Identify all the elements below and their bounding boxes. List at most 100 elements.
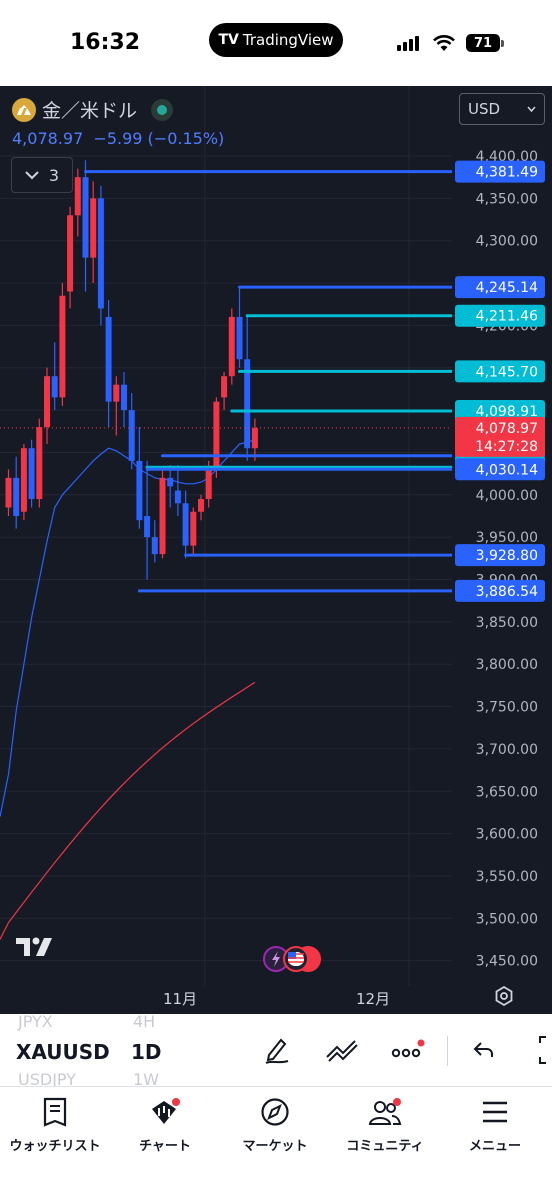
chevron-down-icon <box>527 106 536 112</box>
current-price-label: 4,078.97 <box>476 421 538 437</box>
last-price: 4,078.97 <box>12 129 84 148</box>
candle <box>182 503 189 546</box>
level-price-tag <box>455 579 545 602</box>
battery-tip <box>501 40 504 47</box>
candle <box>144 515 151 538</box>
more-dots-icon <box>391 1039 425 1058</box>
symbol-header[interactable]: 金／米ドル <box>12 96 174 123</box>
level-price-tag-label: 4,211.46 <box>476 309 538 325</box>
y-axis-tick: 3,750.00 <box>476 700 538 716</box>
y-axis-tick: 3,950.00 <box>476 530 538 546</box>
drawing-tools-button[interactable] <box>324 1032 360 1068</box>
candle <box>244 359 251 449</box>
compass-icon <box>261 1098 289 1126</box>
pen-icon <box>265 1038 289 1064</box>
ghost-symbol-prev: JPYX <box>18 1012 53 1031</box>
y-axis-tick: 3,600.00 <box>476 827 538 843</box>
level-anchor <box>137 589 141 593</box>
tradingview-logo-icon: TV <box>218 32 239 48</box>
trend-line-icon <box>326 1040 358 1062</box>
y-axis-tick: 4,300.00 <box>476 234 538 250</box>
candle <box>213 401 220 470</box>
ma-slow-line <box>0 681 256 940</box>
level-price-tag-label: 4,030.14 <box>476 462 538 478</box>
undo-button[interactable] <box>466 1032 502 1068</box>
currency-select[interactable]: USD <box>459 93 545 125</box>
candle <box>28 448 35 500</box>
level-price-tag-label: 4,381.49 <box>476 165 538 181</box>
tradingview-watermark-icon <box>16 937 52 956</box>
chart-icon <box>152 1098 180 1124</box>
chart-settings-icon[interactable] <box>493 985 515 1007</box>
timeframe-selector[interactable]: 1D <box>131 1040 162 1064</box>
candle <box>190 511 197 546</box>
symbol-selector[interactable]: XAUUSD <box>16 1040 110 1064</box>
candle <box>159 477 166 555</box>
level-price-tag-label: 4,245.14 <box>476 280 538 296</box>
tab-label: メニュー <box>468 1139 521 1154</box>
tab-label: マーケット <box>242 1139 308 1154</box>
candle <box>128 410 135 461</box>
tab-markets[interactable]: マーケット <box>220 1095 330 1154</box>
candle <box>90 198 97 258</box>
y-axis-tick: 3,800.00 <box>476 657 538 673</box>
gold-coin-icon <box>12 97 36 122</box>
more-options-button[interactable] <box>389 1032 425 1068</box>
level-price-tag <box>455 458 545 481</box>
level-price-tag-label: 4,145.70 <box>476 364 538 380</box>
level-price-tag-label: 4,098.91 <box>476 404 538 420</box>
ghost-timeframe-next: 1W <box>133 1070 159 1089</box>
tab-watchlist[interactable]: ウォッチリスト <box>0 1095 110 1154</box>
y-axis-tick: 3,550.00 <box>476 869 538 885</box>
drawing-pen-button[interactable] <box>259 1032 295 1068</box>
indicators-toggle-button[interactable]: 3 <box>11 157 73 193</box>
level-price-tag <box>455 544 545 567</box>
level-anchor <box>238 369 241 373</box>
candle <box>82 177 89 258</box>
signal-icon <box>397 36 419 51</box>
wifi-icon <box>433 35 455 51</box>
x-axis-label: 12月 <box>356 990 391 1008</box>
candle-countdown: 14:27:28 <box>475 439 538 455</box>
toolbar-divider <box>447 1036 448 1066</box>
candle <box>228 316 235 377</box>
tab-chart[interactable]: チャート <box>110 1095 220 1154</box>
level-price-tag <box>455 360 545 383</box>
level-price-tag <box>455 400 545 423</box>
candle <box>221 376 228 398</box>
y-axis-tick: 3,450.00 <box>476 954 538 970</box>
candle <box>205 469 212 500</box>
tab-community[interactable]: コミュニティ <box>330 1095 440 1154</box>
level-price-tag-label: 3,886.54 <box>476 584 538 600</box>
fullscreen-button[interactable] <box>530 1032 552 1068</box>
candle <box>20 448 27 512</box>
ghost-timeframe-prev: 4H <box>133 1012 156 1031</box>
level-price-tag <box>455 304 545 327</box>
candle <box>67 215 74 292</box>
candle <box>105 316 112 402</box>
candle <box>121 384 127 411</box>
battery-level: 71 <box>473 35 493 51</box>
level-anchor <box>184 553 188 557</box>
chart-area[interactable]: 4,400.004,350.004,300.004,250.004,200.00… <box>0 86 552 1014</box>
economic-events-badges[interactable] <box>262 944 324 974</box>
x-axis-label: 11月 <box>163 990 198 1008</box>
ma-fast-line <box>0 439 256 817</box>
candle <box>13 477 20 516</box>
tab-menu[interactable]: メニュー <box>440 1095 550 1154</box>
candle <box>174 490 181 504</box>
candle <box>44 376 50 428</box>
y-axis-tick: 3,650.00 <box>476 784 538 800</box>
status-bar: 16:32 TV TradingView 71 <box>0 0 552 86</box>
candle <box>74 177 81 216</box>
level-anchor <box>145 467 149 471</box>
tradingview-pill[interactable]: TV TradingView <box>209 23 343 57</box>
y-axis-tick: 4,000.00 <box>476 488 538 504</box>
price-chart[interactable]: 4,400.004,350.004,300.004,250.004,200.00… <box>0 86 552 1014</box>
price-change: −5.99 (−0.15%) <box>93 129 225 148</box>
tab-label: チャート <box>139 1139 191 1154</box>
level-anchor <box>161 454 164 458</box>
candle <box>136 460 143 521</box>
clock: 16:32 <box>70 30 141 55</box>
tab-label: ウォッチリスト <box>9 1139 101 1154</box>
